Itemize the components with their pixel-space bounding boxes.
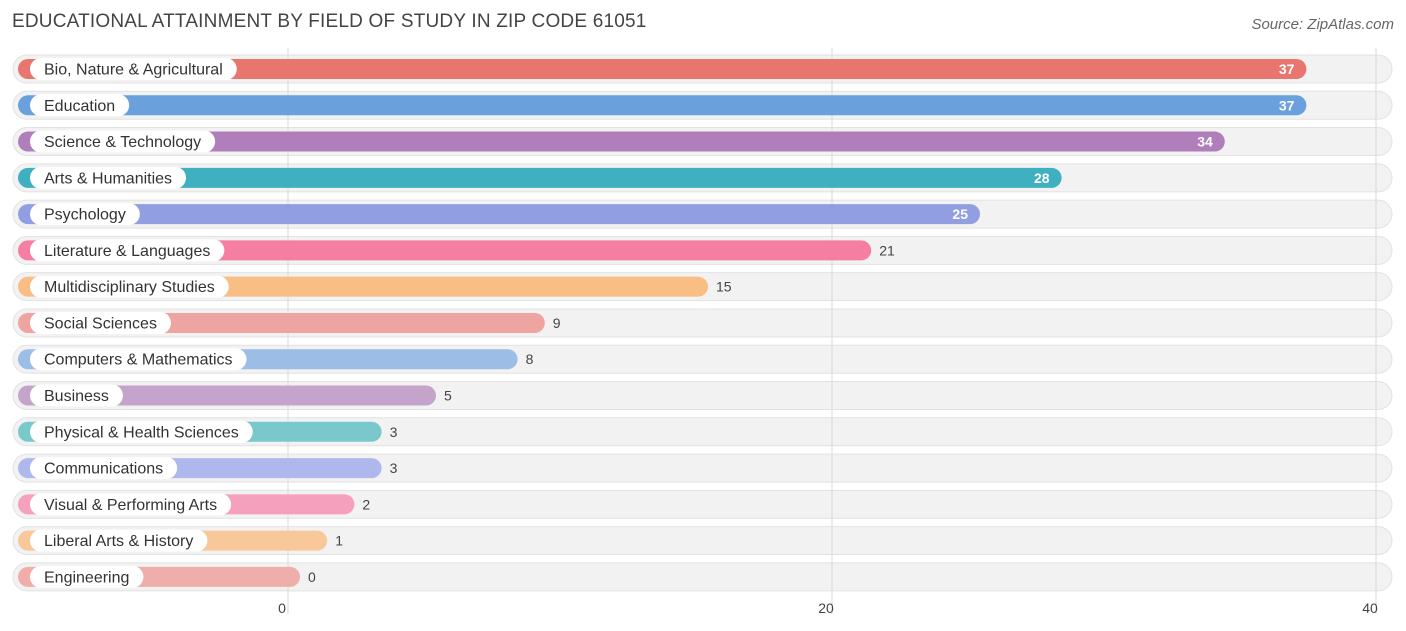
bar-category-label: Physical & Health Sciences [44,424,239,441]
bar [18,167,1062,188]
bar-category-label: Liberal Arts & History [44,533,193,550]
bar-label-pill [30,529,208,552]
bar-label-pill [30,384,123,407]
bar-category-label: Multidisciplinary Studies [44,279,215,296]
bar-label-pill [30,58,237,80]
bar-label-pill [30,457,178,480]
bar-category-label: Bio, Nature & Agricultural [44,62,223,79]
bar [18,59,1307,79]
bar-value-label: 9 [553,315,561,331]
source-credit: Source: ZipAtlas.com [1251,16,1394,33]
bar-category-label: Visual & Performing Arts [44,497,217,514]
bar-category-label: Computers & Mathematics [44,352,233,369]
bar [18,95,1307,116]
bar-label-pill [30,94,130,117]
bar-value-label: 37 [1279,97,1295,113]
x-tick-label: 40 [1362,600,1378,616]
bar-label-pill [30,130,216,153]
row-background [12,562,1393,592]
bar-label-pill [30,239,225,262]
bar-label-pill [30,203,140,226]
bar-label-pill [30,348,247,371]
bar-label-pill [30,493,232,516]
bar-category-label: Science & Technology [44,134,201,151]
x-tick-label: 0 [278,600,286,616]
bar-label-pill [30,420,253,443]
bar-category-label: Engineering [44,569,129,586]
bar-value-label: 15 [716,279,732,295]
x-tick-label: 20 [818,600,834,616]
bar-value-label: 1 [335,533,343,549]
bar-value-label: 0 [308,569,316,585]
bar-label-pill [30,311,171,334]
bar-value-label: 25 [952,206,968,222]
chart-title: EDUCATIONAL ATTAINMENT BY FIELD OF STUDY… [12,11,647,32]
bar-label-pill [30,166,187,189]
bar-category-label: Literature & Languages [44,243,210,260]
bar-category-label: Psychology [44,207,126,224]
bar [18,131,1225,152]
bar-label-pill [30,275,229,298]
bar-category-label: Communications [44,461,163,478]
bar-value-label: 3 [390,460,398,476]
bar [18,240,872,261]
bar-value-label: 3 [390,424,398,440]
bar-value-label: 34 [1197,134,1213,150]
bar-category-label: Education [44,98,115,115]
bar-value-label: 2 [362,496,370,512]
row-background [12,526,1393,556]
row-background [12,489,1393,519]
bar-value-label: 8 [526,351,534,367]
bar-label-pill [30,565,144,588]
bar-value-label: 5 [444,388,452,404]
bar-value-label: 37 [1279,61,1295,77]
bar-value-label: 28 [1034,170,1050,186]
bar-category-label: Social Sciences [44,315,157,332]
bar-category-label: Business [44,388,109,405]
bar [18,204,980,225]
bar-value-label: 21 [879,242,895,258]
bar-category-label: Arts & Humanities [44,170,172,187]
bar [18,385,436,406]
